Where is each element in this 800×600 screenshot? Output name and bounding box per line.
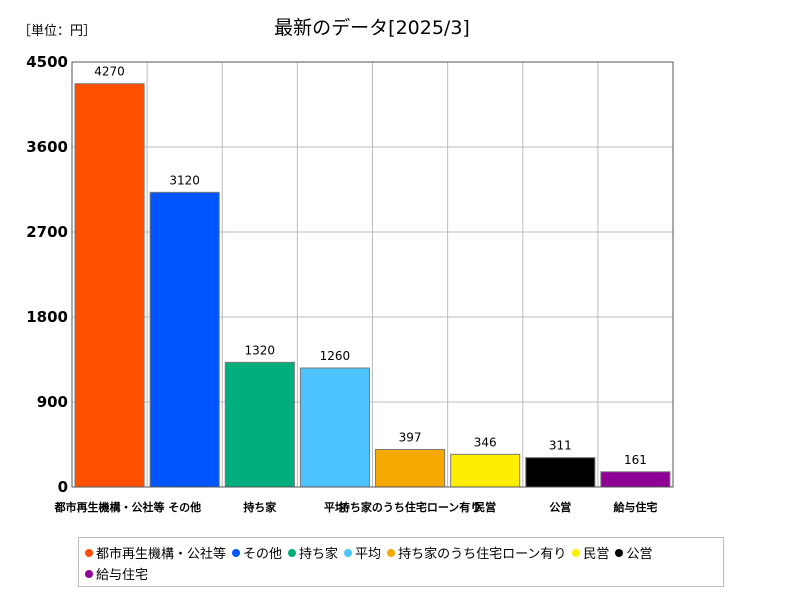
x-tick-label: 平均 [324, 500, 346, 514]
x-tick-label: 民営 [474, 500, 496, 514]
x-tick-label: その他 [168, 500, 201, 514]
legend-dot-icon [344, 548, 353, 557]
data-label: 4270 [94, 65, 125, 79]
data-label: 3120 [169, 173, 200, 187]
data-label: 1260 [320, 349, 351, 363]
data-label: 311 [549, 439, 572, 453]
x-tick-label: 持ち家 [243, 500, 277, 514]
chart-title: 最新のデータ[2025/3] [274, 17, 470, 39]
bar [149, 191, 220, 488]
data-label: 397 [399, 431, 422, 445]
legend-item: その他 [232, 542, 282, 563]
legend-dot-icon [572, 548, 581, 557]
legend-label: その他 [243, 547, 283, 562]
legend-dot-icon [387, 548, 396, 557]
legend-item: 持ち家のうち住宅ローン有り [387, 542, 566, 563]
data-label: 346 [474, 435, 497, 449]
legend-item: 公営 [615, 542, 652, 563]
bar-layer [74, 83, 671, 488]
plot-frame [71, 61, 674, 488]
label-layer: 0 900 1800 2700 3600 4500 4270 都市再生機構・公社等 3120 その… [26, 53, 657, 514]
data-label: 161 [624, 453, 647, 467]
legend: 都市再生機構・公社等 その他 持ち家 平均 持ち家のうち住宅ローン有り 民営 公営給与住宅 [78, 537, 724, 587]
bar [74, 83, 145, 488]
y-tick-label: 3600 [26, 138, 68, 156]
bar [224, 361, 295, 488]
legend-label: 公営 [626, 547, 653, 562]
bar [450, 453, 521, 488]
y-tick-label: 1800 [26, 308, 68, 326]
legend-dot-icon [232, 548, 241, 557]
legend-label: 給与住宅 [96, 568, 149, 583]
legend-label: 都市再生機構・公社等 [96, 547, 227, 562]
data-label: 1320 [245, 343, 276, 357]
legend-label: 持ち家 [299, 547, 339, 562]
x-tick-label: 持ち家のうち住宅ローン有り [339, 500, 481, 514]
bar-chart: ［単位：円］ 最新のデータ[2025/3] 0 900 1800 2700 3600 45… [18, 17, 674, 514]
legend-item: 持ち家 [288, 542, 338, 563]
bar [600, 471, 671, 488]
unit-label: ［単位：円］ [18, 23, 96, 39]
legend-item: 給与住宅 [85, 563, 148, 584]
x-tick-label: 公営 [549, 500, 571, 514]
y-tick-label: 4500 [26, 53, 68, 71]
legend-label: 民営 [583, 547, 610, 562]
legend-item: 民営 [572, 542, 609, 563]
legend-dot-icon [615, 548, 624, 557]
legend-label: 持ち家のうち住宅ローン有り [398, 547, 567, 562]
x-tick-label: 都市再生機構・公社等 [54, 500, 165, 514]
legend-dot-icon [85, 548, 93, 557]
y-tick-label: 2700 [26, 223, 68, 241]
legend-dot-icon [85, 569, 93, 578]
legend-item: 都市再生機構・公社等 [85, 542, 226, 563]
y-tick-label: 0 [58, 478, 68, 496]
x-tick-label: 給与住宅 [613, 500, 657, 514]
legend-item: 平均 [344, 542, 381, 563]
bar [375, 449, 446, 488]
legend-label: 平均 [355, 547, 382, 562]
bar [525, 457, 596, 488]
bar [299, 367, 370, 488]
y-tick-label: 900 [37, 393, 68, 411]
legend-dot-icon [288, 548, 297, 557]
